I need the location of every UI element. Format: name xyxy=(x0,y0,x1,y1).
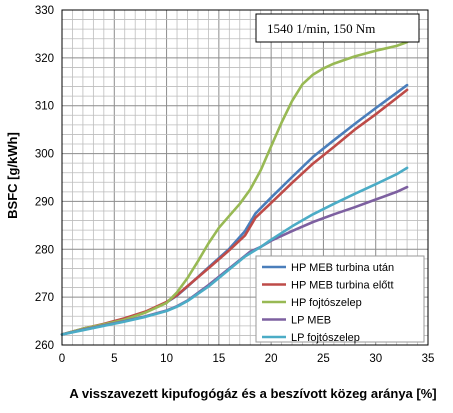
x-tick-label: 5 xyxy=(111,353,117,365)
x-tick-label: 25 xyxy=(317,353,330,365)
legend-box xyxy=(255,255,425,343)
x-tick-label: 35 xyxy=(422,353,435,365)
legend-label: LP fojtószelep xyxy=(291,332,360,344)
series-line xyxy=(60,40,409,336)
y-tick-label: 320 xyxy=(35,53,54,65)
x-tick-label: 30 xyxy=(369,353,382,365)
y-tick-label: 310 xyxy=(35,101,54,113)
legend-label: HP MEB turbina után xyxy=(291,262,394,274)
legend-label: LP MEB xyxy=(291,315,331,327)
y-tick-label: 260 xyxy=(35,340,54,352)
annotation-box: 1540 1/min, 150 Nm xyxy=(255,13,420,43)
legend-label: HP MEB turbina előtt xyxy=(291,280,394,292)
x-tick-label: 10 xyxy=(160,353,173,365)
plot-frame xyxy=(61,9,429,346)
y-tick-label: 280 xyxy=(35,244,54,256)
y-tick-label: 270 xyxy=(35,292,54,304)
legend: HP MEB turbina után HP MEB turbina előtt H… xyxy=(255,255,425,344)
y-tick-label: 290 xyxy=(35,196,54,208)
annotation-text: 1540 1/min, 150 Nm xyxy=(267,21,375,36)
x-axis-title: A visszavezett kipufogógáz és a beszívot… xyxy=(69,386,436,401)
y-tick-label: 330 xyxy=(35,5,54,17)
series-line xyxy=(60,166,409,336)
tick-labels: 0 5 10 15 20 25 30 35 260 270 280 290 300 310 320 330 xyxy=(35,5,435,365)
x-tick-label: 0 xyxy=(59,353,65,365)
legend-label: HP fojtószelep xyxy=(291,297,362,309)
x-tick-label: 15 xyxy=(212,353,225,365)
series-lines xyxy=(60,40,409,336)
x-tick-label: 20 xyxy=(265,353,278,365)
y-axis-title: BSFC [g/kWh] xyxy=(5,132,20,219)
y-tick-label: 300 xyxy=(35,149,54,161)
